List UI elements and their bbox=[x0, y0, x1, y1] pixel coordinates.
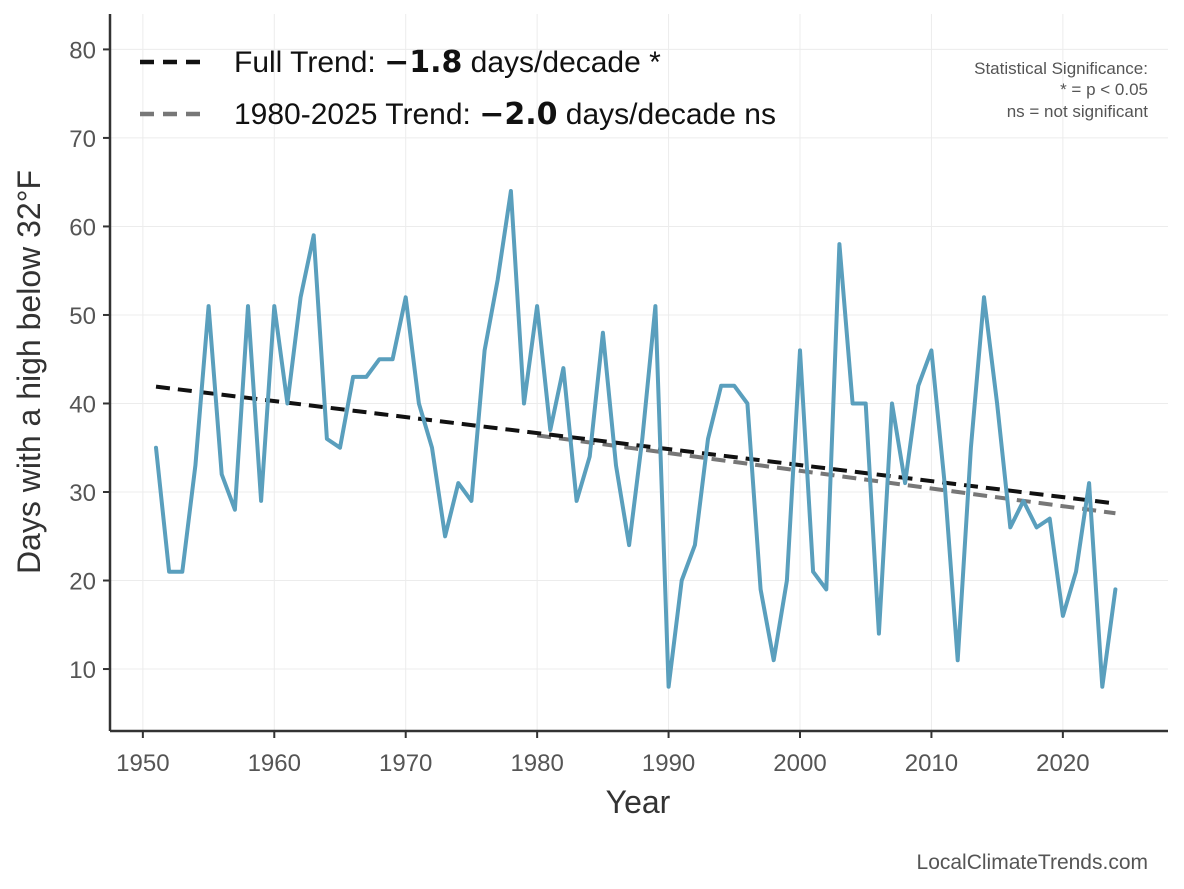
y-axis-title: Days with a high below 32°F bbox=[11, 170, 47, 574]
axes bbox=[108, 14, 1168, 733]
x-tick-label-2000: 2000 bbox=[773, 750, 826, 777]
y-tick-label-30: 30 bbox=[69, 480, 96, 507]
legend: Full Trend: −1.8 days/decade * 1980-2025… bbox=[140, 45, 776, 132]
trend-lines bbox=[155, 384, 1116, 516]
series-line-0 bbox=[154, 189, 1118, 689]
x-tick-label-1990: 1990 bbox=[642, 750, 695, 777]
y-tick-label-20: 20 bbox=[69, 569, 96, 596]
x-tick-label-1980: 1980 bbox=[510, 750, 563, 777]
x-tick-label-1960: 1960 bbox=[248, 750, 301, 777]
x-tick-label-2010: 2010 bbox=[905, 750, 958, 777]
significance-note: Statistical Significance: * = p < 0.05 n… bbox=[974, 59, 1148, 121]
full-trend-line bbox=[155, 384, 1116, 506]
y-tick-label-80: 80 bbox=[69, 37, 96, 64]
legend-full-trend-prefix: Full Trend: bbox=[234, 46, 384, 79]
y-ticks: 10 20 30 40 50 60 70 80 bbox=[69, 37, 110, 684]
x-tick-label-1950: 1950 bbox=[116, 750, 169, 777]
legend-full-trend-suffix: days/decade * bbox=[462, 46, 661, 79]
y-tick-label-70: 70 bbox=[69, 126, 96, 153]
y-tick-label-10: 10 bbox=[69, 657, 96, 684]
legend-recent-trend-label: 1980-2025 Trend: −2.0 days/decade ns bbox=[234, 97, 776, 132]
recent-trend-line bbox=[536, 433, 1116, 516]
significance-p-value: * = p < 0.05 bbox=[1060, 80, 1148, 99]
significance-ns: ns = not significant bbox=[1007, 102, 1149, 121]
x-tick-label-1970: 1970 bbox=[379, 750, 432, 777]
data-series bbox=[154, 189, 1118, 689]
source-credit: LocalClimateTrends.com bbox=[917, 851, 1148, 874]
legend-recent-trend-suffix: days/decade ns bbox=[557, 98, 775, 131]
y-tick-label-60: 60 bbox=[69, 214, 96, 241]
x-tick-label-2020: 2020 bbox=[1036, 750, 1089, 777]
y-tick-label-50: 50 bbox=[69, 303, 96, 330]
legend-recent-trend-prefix: 1980-2025 Trend: bbox=[234, 98, 479, 131]
x-axis-title: Year bbox=[606, 784, 671, 820]
legend-full-trend-value: −1.8 bbox=[384, 45, 462, 80]
legend-full-trend-label: Full Trend: −1.8 days/decade * bbox=[234, 45, 661, 80]
legend-recent-trend-value: −2.0 bbox=[479, 97, 557, 132]
x-ticks: 1950 1960 1970 1980 1990 2000 2010 2020 bbox=[116, 731, 1090, 777]
y-tick-label-40: 40 bbox=[69, 391, 96, 418]
significance-title: Statistical Significance: bbox=[974, 59, 1148, 78]
